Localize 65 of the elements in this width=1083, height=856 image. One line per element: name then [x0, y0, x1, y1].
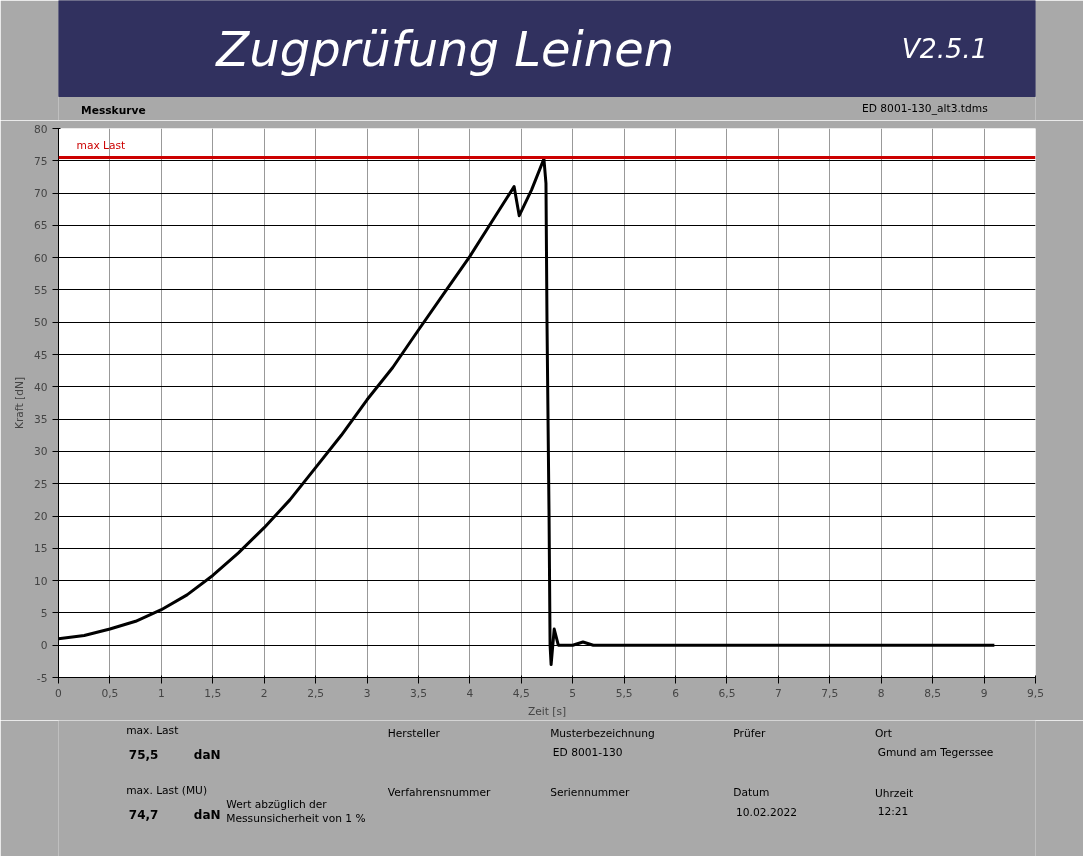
text: 10.02.2022 [735, 805, 798, 819]
y-tick-label: 15 [33, 542, 48, 556]
y-tick-label: 70 [33, 187, 48, 201]
y-tick-label: 40 [33, 380, 48, 394]
text: Datum [733, 786, 770, 799]
x-tick-label: 0 [55, 686, 63, 700]
x-tick-label: 8 [877, 686, 885, 700]
y-axis-title: Kraft [dN] [12, 376, 26, 430]
x-tick-label: 1 [157, 686, 165, 700]
x-tick-label: 6,5 [718, 686, 736, 700]
x-tick-label: 1,5 [204, 686, 222, 700]
x-tick-label: 9 [980, 686, 988, 700]
text: max. Last [126, 724, 179, 737]
y-tick-label: 80 [33, 122, 48, 136]
x-tick-label: 7,5 [821, 686, 839, 700]
y-tick-label: -5 [36, 671, 48, 685]
text: 75,5 [128, 748, 159, 762]
text: V2.5.1 [901, 33, 988, 64]
text: 12:21 [877, 805, 909, 818]
text: Wert abzüglich der [226, 798, 328, 811]
x-axis-title: Zeit [s] [527, 704, 567, 718]
text: Messunsicherheit von 1 % [226, 812, 366, 825]
x-tick-label: 5 [569, 686, 577, 700]
y-tick-label: 45 [33, 348, 48, 362]
y-tick-label: 65 [33, 219, 48, 233]
x-tick-label: 0,5 [101, 686, 119, 700]
x-tick-label: 3,5 [409, 686, 427, 700]
y-tick-label: 55 [33, 283, 48, 297]
text: daN [193, 747, 221, 762]
y-tick-label: 0 [40, 639, 48, 653]
text: ED 8001-130 [552, 746, 623, 759]
y-tick-label: 75 [33, 154, 48, 168]
text: ED 8001-130_alt3.tdms [862, 102, 989, 115]
text: Verfahrensnummer [387, 786, 492, 799]
text: Prüfer [733, 727, 766, 740]
x-tick-label: 2,5 [307, 686, 325, 700]
chart-title: Zugprüfung Leinen [214, 20, 675, 77]
y-tick-label: 50 [33, 316, 48, 330]
text: Uhrzeit [874, 787, 914, 800]
x-tick-label: 8,5 [924, 686, 942, 700]
x-tick-label: 2 [260, 686, 268, 700]
x-tick-label: 7 [775, 686, 782, 700]
y-tick-label: 60 [33, 251, 48, 265]
x-tick-label: 4 [466, 686, 474, 700]
y-tick-label: 10 [33, 574, 48, 588]
text: max. Last (MU) [126, 784, 208, 797]
text: Gmund am Tegerssee [877, 746, 994, 759]
x-tick-label: 5,5 [615, 686, 633, 700]
ref-line-label: max Last [76, 138, 126, 152]
text: Hersteller [387, 727, 441, 740]
text: Musterbezeichnung [550, 727, 655, 740]
x-tick-label: 3 [363, 686, 371, 700]
text: 74,7 [128, 808, 159, 822]
chart-subtitle: Messkurve [81, 104, 146, 117]
x-tick-label: 4,5 [512, 686, 530, 700]
y-tick-label: 20 [33, 510, 48, 524]
y-tick-label: 30 [33, 445, 48, 459]
x-tick-label: 9,5 [1027, 686, 1044, 700]
x-tick-label: 6 [672, 686, 680, 700]
y-tick-label: 5 [40, 606, 48, 620]
text: Seriennummer [550, 786, 630, 799]
text: daN [193, 807, 221, 822]
y-tick-label: 35 [33, 413, 48, 427]
y-tick-label: 25 [33, 477, 48, 491]
text: Ort [874, 727, 892, 740]
